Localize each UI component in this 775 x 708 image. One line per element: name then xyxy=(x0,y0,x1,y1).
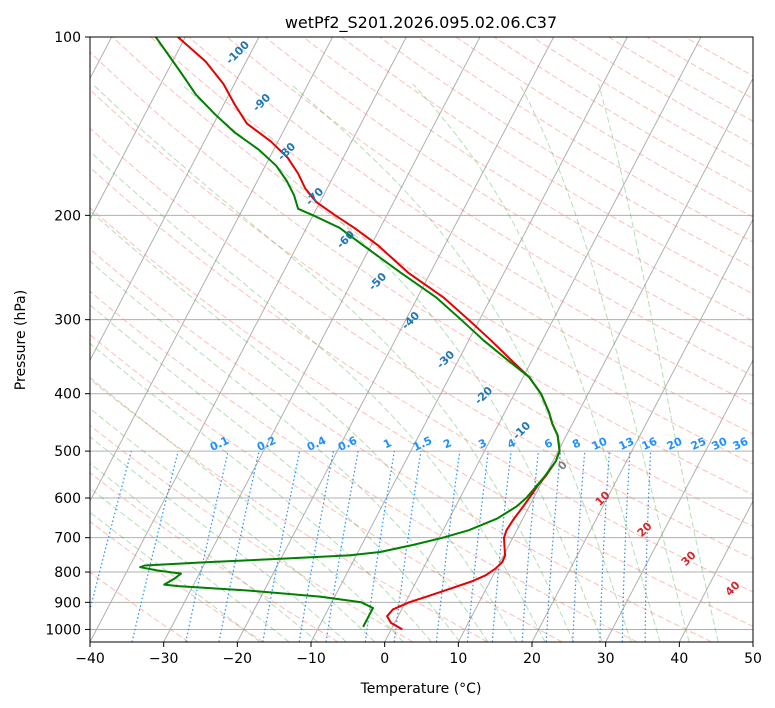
dry-adiabat xyxy=(90,166,753,593)
y-tick-label: 800 xyxy=(54,565,81,581)
isotherm-line xyxy=(90,37,260,362)
moist-adiabat xyxy=(90,342,432,642)
dry-adiabat xyxy=(532,37,753,169)
mixing-ratio-line xyxy=(262,450,301,642)
dry-adiabat xyxy=(90,127,753,560)
mixing-ratio-label: 16 xyxy=(640,435,660,453)
x-tick-label: −10 xyxy=(296,651,326,667)
x-tick-label: 40 xyxy=(670,651,688,667)
dry-adiabat xyxy=(112,37,753,465)
moist-adiabat xyxy=(90,407,376,642)
mixing-ratio-line xyxy=(466,451,489,642)
moist-adiabat xyxy=(598,83,719,642)
y-tick-label: 300 xyxy=(54,313,81,329)
y-tick-label: 400 xyxy=(54,387,81,403)
dry-adiabat xyxy=(264,37,753,349)
dry-adiabat xyxy=(90,51,753,496)
x-tick-label: −30 xyxy=(149,651,179,667)
mixing-ratio-label: 36 xyxy=(731,435,751,453)
isotherm-line xyxy=(678,500,753,642)
moist-adiabat xyxy=(412,83,661,642)
isotherm-line xyxy=(384,37,702,642)
reference-lines xyxy=(90,37,753,642)
x-tick-label: −40 xyxy=(75,651,105,667)
dry-adiabat xyxy=(90,207,753,627)
mixing-ratio-line xyxy=(218,450,260,642)
mixing-ratio-line xyxy=(435,451,461,642)
chart-title: wetPf2_S201.2026.095.02.06.C37 xyxy=(285,13,557,33)
dewpoint-profile xyxy=(139,37,561,628)
mixing-ratio-line xyxy=(298,450,334,642)
y-tick-label: 1000 xyxy=(45,622,81,638)
plot-frame xyxy=(89,36,754,643)
isotherm-line xyxy=(90,37,186,221)
mixing-ratio-label: 25 xyxy=(689,435,708,453)
moist-adiabat xyxy=(180,83,603,642)
dry-adiabat xyxy=(226,37,753,377)
y-axis-title: Pressure (hPa) xyxy=(13,290,29,390)
y-tick-label: 200 xyxy=(54,208,81,224)
moist-adiabat xyxy=(519,83,690,642)
mixing-ratio-line xyxy=(185,450,229,642)
isotherm-line xyxy=(163,37,481,642)
isotherm-line xyxy=(457,77,753,642)
y-tick-label: 900 xyxy=(54,595,81,611)
moist-adiabat xyxy=(90,462,319,642)
x-tick-label: 10 xyxy=(449,651,467,667)
isotherm-line xyxy=(90,37,407,642)
isotherm-line xyxy=(531,218,753,642)
moist-adiabat xyxy=(90,511,261,642)
moist-adiabat xyxy=(90,487,290,642)
dry-adiabat xyxy=(493,37,753,194)
x-tick-label: −20 xyxy=(223,651,253,667)
y-tick-label: 700 xyxy=(54,531,81,547)
dry-adiabat xyxy=(90,89,753,527)
mixing-ratio-line xyxy=(131,450,179,642)
dry-adiabat xyxy=(341,37,753,295)
isotherm-line xyxy=(605,359,753,642)
mixing-ratio-label: 30 xyxy=(710,435,730,453)
dry-adiabat xyxy=(90,424,414,642)
grid-layer xyxy=(90,37,753,642)
y-tick-label: 600 xyxy=(54,491,81,507)
y-tick-label: 100 xyxy=(54,30,81,46)
mixing-ratio-line xyxy=(364,451,395,642)
x-tick-label: 30 xyxy=(597,651,615,667)
moist-adiabat xyxy=(290,83,632,642)
y-tick-label: 500 xyxy=(54,444,81,460)
x-axis-title: Temperature (°C) xyxy=(360,681,482,697)
x-tick-label: 0 xyxy=(380,651,389,667)
moist-adiabat xyxy=(92,83,575,642)
dry-adiabat xyxy=(379,37,753,269)
dry-adiabat xyxy=(90,248,712,642)
x-tick-label: 20 xyxy=(523,651,541,667)
mixing-ratio-label: 13 xyxy=(617,435,636,453)
dry-adiabat xyxy=(188,37,753,406)
moist-adiabat xyxy=(90,376,404,642)
mixing-ratio-line xyxy=(325,450,359,642)
moist-adiabat xyxy=(90,150,546,642)
dry-adiabat xyxy=(90,378,488,642)
series-layer xyxy=(139,37,561,631)
axis-ticks: −40 −30 −20 −10 0 10 20 30 40 50 100 200 300 400 500 60… xyxy=(45,30,762,667)
moist-adiabat xyxy=(90,260,489,642)
dry-adiabat xyxy=(150,37,753,435)
mixing-ratio-label: 10 xyxy=(590,435,610,453)
dry-adiabat xyxy=(90,290,638,642)
mixing-ratio-label: 20 xyxy=(665,435,685,453)
x-tick-label: 50 xyxy=(744,651,762,667)
isotherm-line xyxy=(236,37,555,642)
isotherm-line xyxy=(90,37,334,503)
dry-adiabat xyxy=(90,472,339,642)
mixing-ratio-line xyxy=(90,450,132,612)
moist-adiabat xyxy=(90,209,517,642)
